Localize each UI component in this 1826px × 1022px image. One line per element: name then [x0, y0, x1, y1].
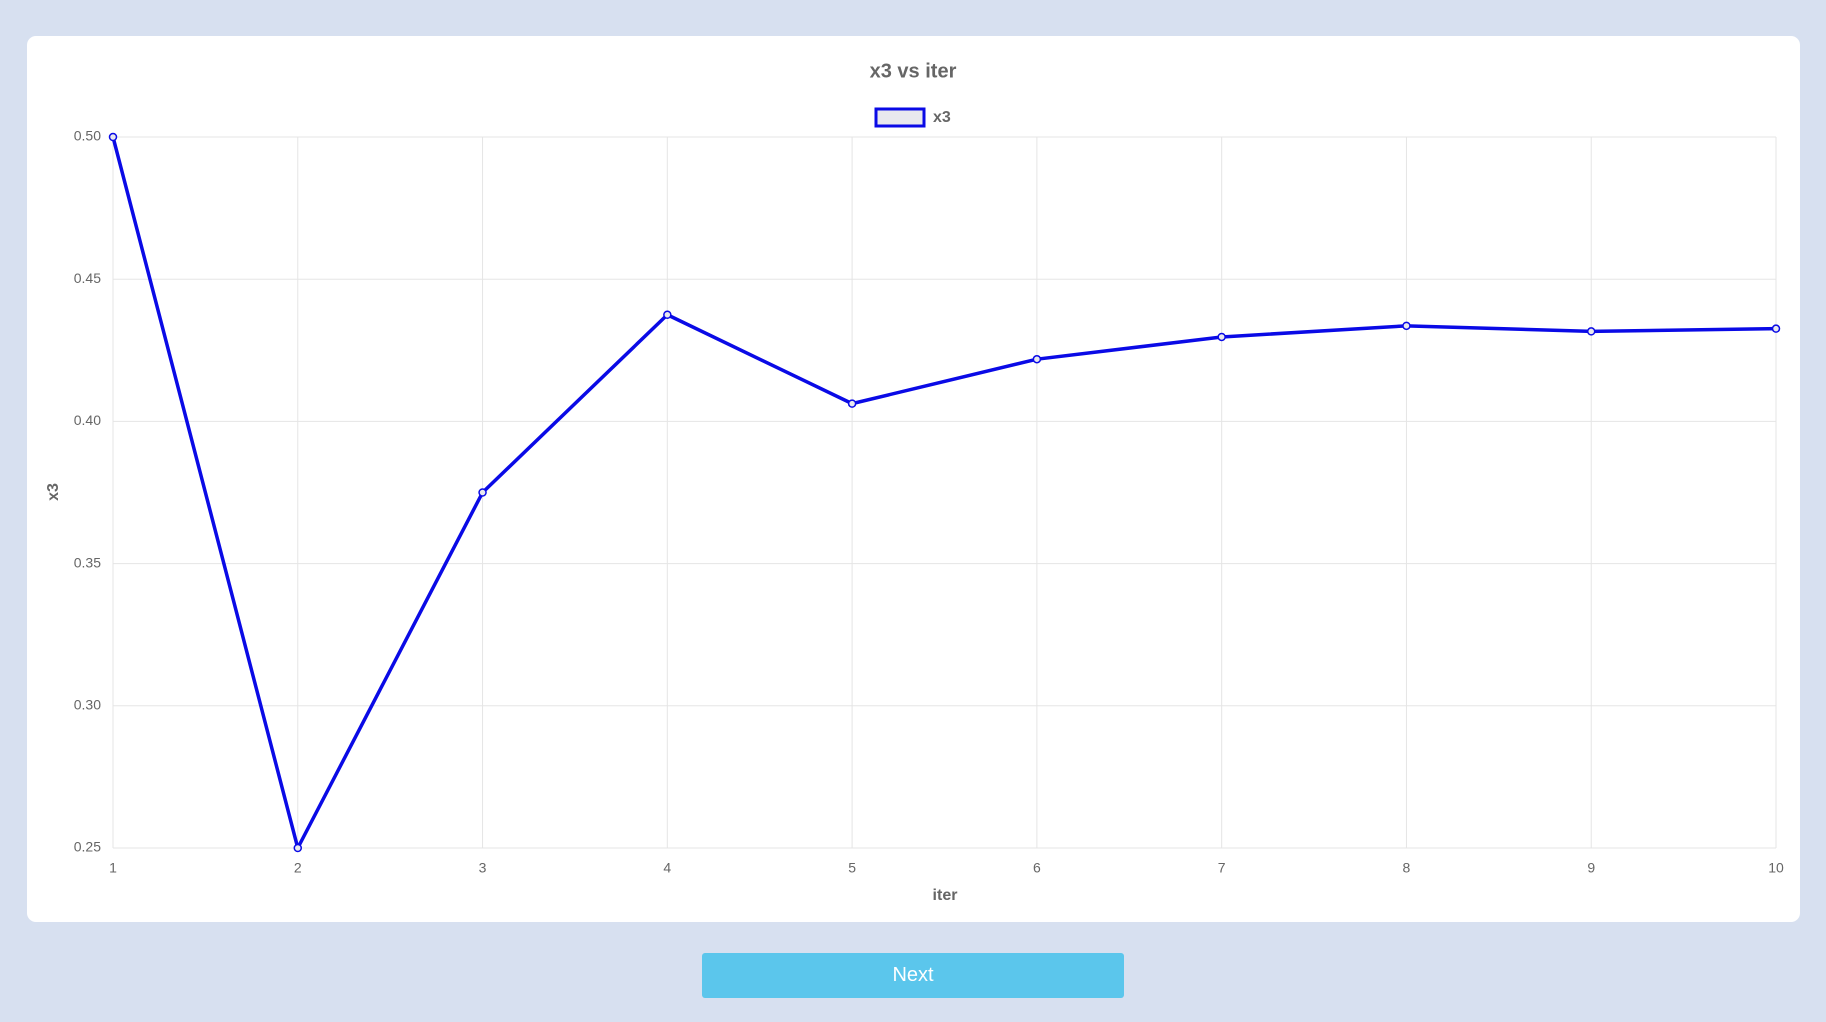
- legend-swatch: [874, 107, 926, 128]
- data-point: [478, 488, 487, 497]
- data-point: [1402, 321, 1411, 331]
- y-tick-label: 0.35: [74, 554, 101, 570]
- x-tick-label: 10: [1768, 860, 1784, 876]
- x-tick-label: 8: [1403, 860, 1411, 876]
- data-point: [1771, 324, 1781, 333]
- y-tick-label: 0.45: [74, 270, 101, 286]
- x-tick-label: 2: [294, 860, 302, 876]
- legend-label: x3: [933, 109, 951, 126]
- next-button[interactable]: Next: [702, 953, 1124, 998]
- data-point: [1217, 332, 1226, 342]
- y-tick-label: 0.40: [74, 412, 101, 428]
- data-point: [1032, 354, 1042, 364]
- x-tick-label: 5: [848, 860, 856, 876]
- y-tick-label: 0.30: [74, 697, 101, 713]
- data-point: [293, 843, 303, 853]
- chart-title: x3 vs iter: [870, 60, 957, 82]
- x-tick-label: 4: [663, 860, 671, 876]
- x-axis-label: iter: [933, 887, 958, 904]
- chart-card: [27, 36, 1800, 922]
- x-tick-label: 3: [479, 860, 487, 876]
- x-tick-label: 9: [1587, 860, 1595, 876]
- data-point: [1586, 327, 1596, 336]
- y-axis-label: x3: [45, 483, 62, 501]
- series-line: [111, 136, 1777, 850]
- data-point: [847, 399, 857, 408]
- data-point: [108, 132, 118, 142]
- x-tick-label: 6: [1033, 860, 1041, 876]
- y-tick-label: 0.25: [74, 839, 101, 855]
- y-tick-label: 0.50: [74, 128, 101, 144]
- x-tick-label: 1: [109, 860, 117, 876]
- data-point: [663, 310, 672, 319]
- x-tick-label: 7: [1218, 860, 1226, 876]
